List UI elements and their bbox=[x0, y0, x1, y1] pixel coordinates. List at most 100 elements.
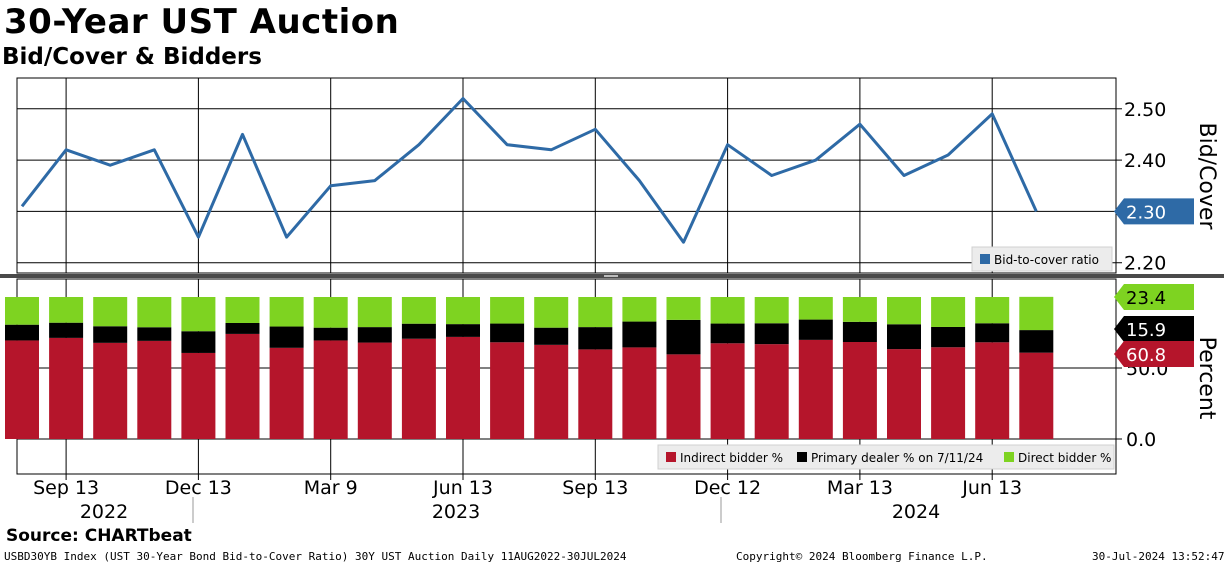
bid-cover-panel-frame bbox=[16, 77, 1117, 274]
x-tick-label: Dec 12 bbox=[694, 477, 761, 499]
bar-segment bbox=[225, 297, 260, 323]
bar-segment bbox=[931, 297, 966, 327]
bar-segment bbox=[490, 323, 525, 343]
bar-segment bbox=[181, 297, 216, 332]
primary-dealer-last-value: 15.9 bbox=[1126, 320, 1166, 341]
x-year-label: 2023 bbox=[432, 501, 480, 523]
bidders-legend-swatch bbox=[666, 452, 676, 462]
bar-segment bbox=[446, 297, 480, 325]
bar-segment bbox=[1019, 330, 1054, 353]
bar-segment bbox=[181, 331, 216, 353]
footer-index-description: USBD30YB Index (UST 30-Year Bond Bid-to-… bbox=[4, 550, 627, 563]
primary-dealer-last-value-bg bbox=[1114, 316, 1194, 342]
bar-segment bbox=[578, 349, 613, 439]
bidders-ytick-label: 0.0 bbox=[1126, 429, 1156, 451]
x-tick-label: Sep 13 bbox=[562, 477, 628, 499]
bar-segment bbox=[666, 297, 701, 320]
bar-segment bbox=[269, 297, 304, 327]
bar-segment bbox=[401, 297, 436, 324]
bar-segment bbox=[181, 352, 216, 439]
bar-segment bbox=[490, 297, 525, 324]
bar-segment bbox=[887, 349, 921, 439]
bar-segment bbox=[93, 326, 128, 343]
bid-cover-ytick-label: 2.40 bbox=[1124, 150, 1166, 172]
bar-segment bbox=[842, 321, 877, 343]
indirect-bidder-last-value: 60.8 bbox=[1126, 345, 1166, 366]
percent-axis-title: Percent bbox=[1194, 337, 1219, 420]
x-tick-label: Jun 13 bbox=[961, 477, 1022, 499]
bar-segment bbox=[975, 323, 1010, 343]
bar-segment bbox=[137, 297, 172, 328]
bar-segment bbox=[578, 297, 613, 328]
bar-segment bbox=[754, 323, 789, 345]
bar-segment bbox=[269, 326, 304, 348]
bar-segment bbox=[49, 322, 84, 338]
bar-segment bbox=[975, 297, 1010, 324]
bar-segment bbox=[490, 342, 525, 439]
bar-segment bbox=[798, 297, 833, 320]
bar-segment bbox=[534, 327, 569, 345]
bar-segment bbox=[887, 297, 921, 325]
bidders-legend-swatch bbox=[1004, 452, 1014, 462]
x-tick-label: Jun 13 bbox=[432, 477, 493, 499]
direct-bidder-last-value-bg bbox=[1114, 284, 1194, 310]
bar-segment bbox=[754, 297, 789, 324]
bar-segment bbox=[622, 297, 657, 322]
bidders-legend-label: Indirect bidder % bbox=[680, 451, 783, 465]
bidders-legend-box bbox=[657, 444, 1115, 470]
bar-segment bbox=[93, 342, 128, 439]
bar-segment bbox=[710, 297, 745, 324]
bar-segment bbox=[975, 342, 1010, 439]
bar-segment bbox=[5, 297, 39, 325]
bar-segment bbox=[534, 297, 569, 328]
panel-resize-grip bbox=[604, 275, 618, 277]
x-year-label: 2024 bbox=[892, 501, 940, 523]
bar-segment bbox=[5, 340, 39, 439]
page-subtitle: Bid/Cover & Bidders bbox=[2, 44, 262, 70]
bid-cover-legend-label: Bid-to-cover ratio bbox=[994, 253, 1099, 267]
bar-segment bbox=[225, 333, 260, 439]
bar-segment bbox=[798, 339, 833, 439]
bar-segment bbox=[754, 344, 789, 439]
bar-segment bbox=[5, 324, 39, 341]
bid-cover-legend-swatch bbox=[980, 254, 990, 264]
direct-bidder-last-value: 23.4 bbox=[1126, 288, 1166, 309]
bar-segment bbox=[578, 327, 613, 350]
x-tick-label: Dec 13 bbox=[165, 477, 232, 499]
indirect-bidder-last-value-bg bbox=[1114, 341, 1194, 367]
bar-segment bbox=[931, 347, 966, 439]
footer-copyright: Copyright© 2024 Bloomberg Finance L.P. bbox=[736, 550, 988, 563]
bar-segment bbox=[622, 321, 657, 348]
bar-segment bbox=[49, 337, 84, 439]
bar-segment bbox=[313, 297, 348, 328]
bar-segment bbox=[931, 326, 966, 348]
bar-segment bbox=[357, 297, 392, 328]
bar-segment bbox=[622, 347, 657, 439]
bar-segment bbox=[1019, 296, 1054, 331]
footer-timestamp: 30-Jul-2024 13:52:47 bbox=[1092, 550, 1224, 563]
bar-segment bbox=[887, 324, 921, 350]
bar-segment bbox=[401, 338, 436, 439]
bidders-legend-label: Direct bidder % bbox=[1018, 451, 1111, 465]
bar-segment bbox=[225, 322, 260, 334]
bidders-legend-label: Primary dealer % on 7/11/24 bbox=[811, 451, 983, 465]
bar-segment bbox=[842, 342, 877, 439]
bid-cover-axis-title: Bid/Cover bbox=[1194, 122, 1219, 230]
bid-cover-ytick-label: 2.50 bbox=[1124, 99, 1166, 121]
bid-cover-ytick-label: 2.20 bbox=[1124, 253, 1166, 275]
bar-segment bbox=[1019, 352, 1054, 439]
bid-cover-legend-box bbox=[971, 246, 1113, 272]
bar-segment bbox=[137, 327, 172, 341]
bar-segment bbox=[446, 324, 480, 337]
bar-segment bbox=[842, 297, 877, 322]
bar-segment bbox=[93, 297, 128, 327]
bar-segment bbox=[49, 297, 84, 323]
bar-segment bbox=[798, 319, 833, 340]
bar-segment bbox=[446, 336, 480, 439]
bid-cover-last-value-bg bbox=[1114, 198, 1194, 225]
bar-segment bbox=[710, 323, 745, 344]
bar-segment bbox=[666, 319, 701, 355]
bar-segment bbox=[313, 340, 348, 439]
bar-segment bbox=[401, 323, 436, 339]
x-tick-label: Sep 13 bbox=[33, 477, 99, 499]
